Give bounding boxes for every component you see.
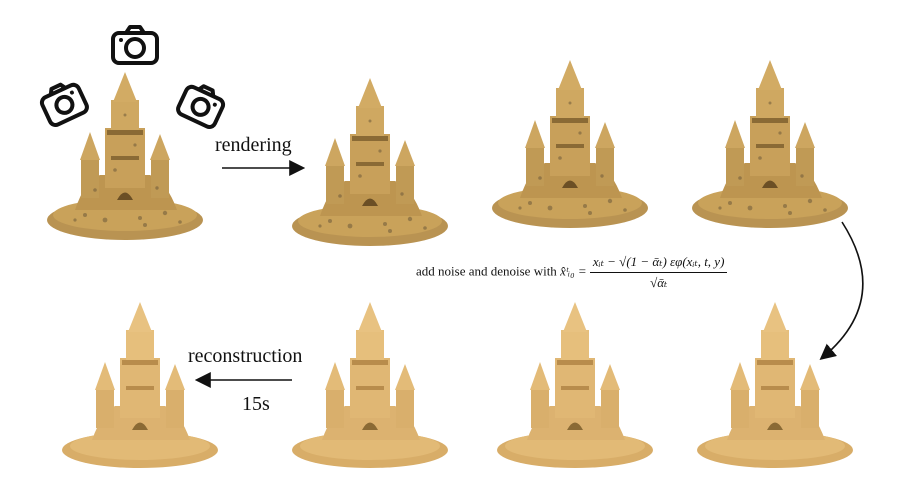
formula-lhs: x̂ᵗᵢ₀ = [560,263,587,279]
camera-icon-left [39,82,89,127]
formula: add noise and denoise with x̂ᵗᵢ₀ = xᵢₜ −… [416,254,728,291]
formula-denominator: √ᾱₜ [650,275,668,290]
rendering-label: rendering [215,134,292,156]
formula-prefix: add noise and denoise with [416,263,561,279]
formula-fraction: xᵢₜ − √(1 − ᾱₜ) εφ(xᵢₜ, t, y) √ᾱₜ [589,254,728,291]
reconstruction-label: reconstruction [188,345,303,367]
camera-icon-right [176,84,226,129]
time-label: 15s [242,393,270,415]
formula-numerator: xᵢₜ − √(1 − ᾱₜ) εφ(xᵢₜ, t, y) [589,254,728,273]
camera-icon-top [111,25,159,65]
